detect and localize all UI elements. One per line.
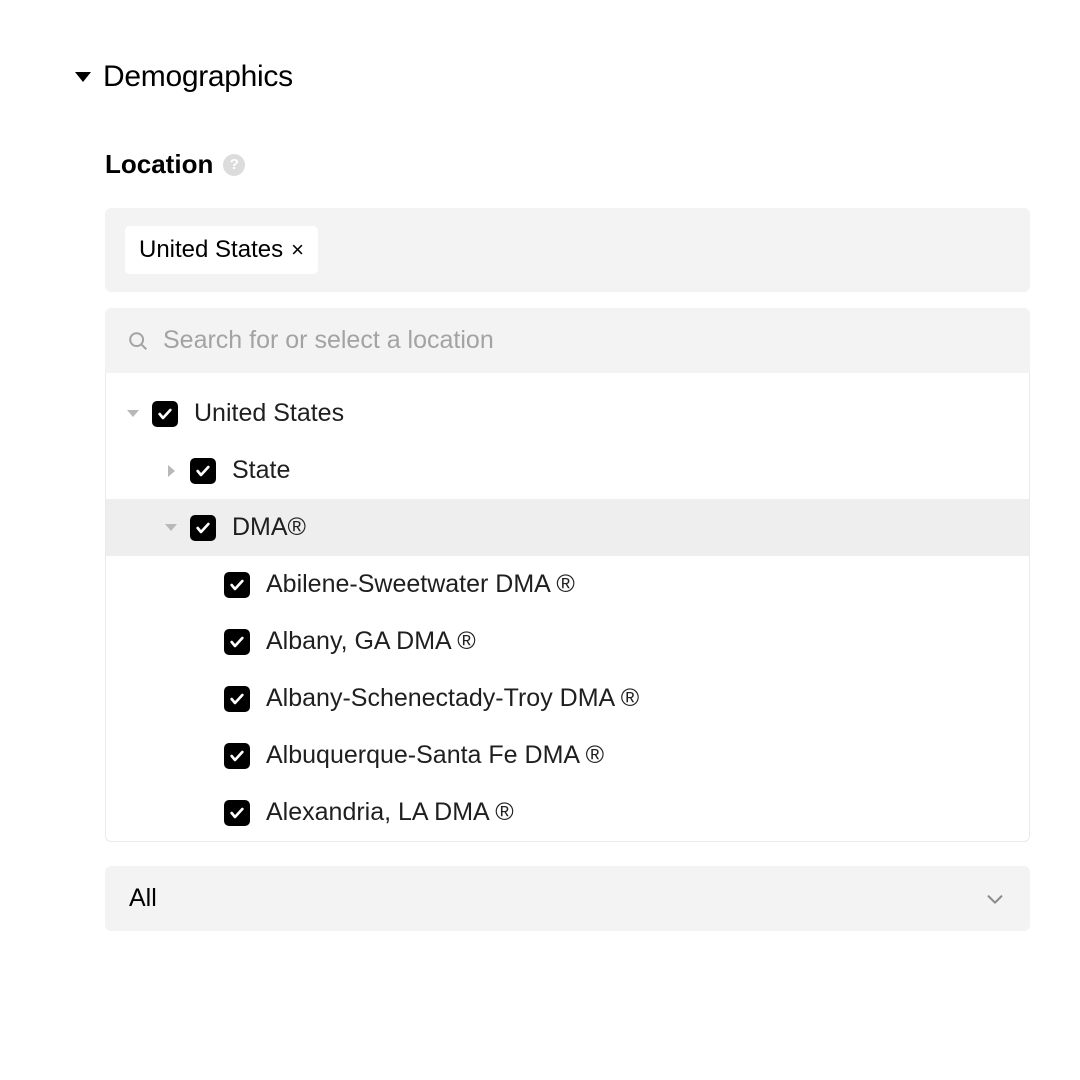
chip-label: United States [139,236,283,264]
checkbox[interactable] [224,800,250,826]
tree-row-dma-item[interactable]: Albuquerque-Santa Fe DMA ® [106,727,1029,784]
expand-icon[interactable] [162,465,180,477]
tree-label: United States [194,399,344,428]
tree-label: Albany-Schenectady-Troy DMA ® [266,684,639,713]
expand-icon[interactable] [124,410,142,417]
location-tree: United States State DMA® [105,373,1030,842]
tree-row-dma[interactable]: DMA® [106,499,1029,556]
section-header[interactable]: Demographics [75,60,1030,94]
dropdown-selected: All [129,884,157,913]
tree-label: Alexandria, LA DMA ® [266,798,514,827]
selected-chips-bar: United States × [105,208,1030,292]
tree-label: Abilene-Sweetwater DMA ® [266,570,575,599]
section-title: Demographics [103,60,293,94]
chip-united-states[interactable]: United States × [125,226,318,274]
tree-label: Albuquerque-Santa Fe DMA ® [266,741,604,770]
tree-label: DMA® [232,513,306,542]
tree-row-dma-item[interactable]: Abilene-Sweetwater DMA ® [106,556,1029,613]
tree-row-state[interactable]: State [106,442,1029,499]
tree-row-dma-item[interactable]: Alexandria, LA DMA ® [106,784,1029,841]
checkbox[interactable] [190,515,216,541]
filter-dropdown[interactable]: All [105,866,1030,931]
search-input[interactable] [163,326,1008,355]
chevron-down-icon [984,888,1006,910]
tree-row-dma-item[interactable]: Albany-Schenectady-Troy DMA ® [106,670,1029,727]
location-label: Location [105,149,213,180]
tree-row-dma-item[interactable]: Albany, GA DMA ® [106,613,1029,670]
checkbox[interactable] [190,458,216,484]
checkbox[interactable] [224,629,250,655]
checkbox[interactable] [152,401,178,427]
tree-row-united-states[interactable]: United States [106,385,1029,442]
tree-label: State [232,456,290,485]
checkbox[interactable] [224,686,250,712]
caret-down-icon [75,72,91,82]
field-label-row: Location ? [105,149,1030,180]
help-icon[interactable]: ? [223,154,245,176]
search-icon [127,330,149,352]
checkbox[interactable] [224,572,250,598]
tree-label: Albany, GA DMA ® [266,627,476,656]
search-bar[interactable] [105,308,1030,373]
expand-icon[interactable] [162,524,180,531]
close-icon[interactable]: × [291,239,304,261]
checkbox[interactable] [224,743,250,769]
